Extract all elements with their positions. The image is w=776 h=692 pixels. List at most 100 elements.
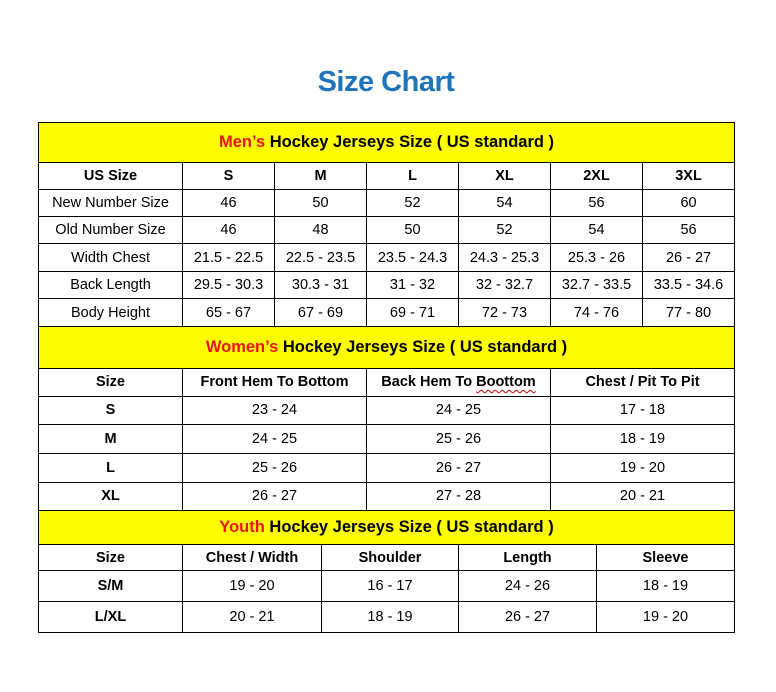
- table-row: S/M 19 - 20 16 - 17 24 - 26 18 - 19: [38, 570, 736, 602]
- column-header: Size: [38, 368, 183, 397]
- row-label: New Number Size: [38, 189, 183, 217]
- table-cell: 29.5 - 30.3: [182, 271, 275, 299]
- table-row: XL 26 - 27 27 - 28 20 - 21: [38, 482, 736, 511]
- table-cell: 24 - 26: [458, 570, 597, 602]
- column-header: Back Hem To Boottom: [366, 368, 551, 397]
- table-cell: 30.3 - 31: [274, 271, 367, 299]
- row-label: Old Number Size: [38, 216, 183, 244]
- section-heading: Hockey Jerseys Size ( US standard ): [278, 337, 568, 356]
- column-header: Chest / Pit To Pit: [549, 368, 736, 397]
- youth-section-header: Youth Hockey Jerseys Size ( US standard …: [37, 510, 736, 545]
- table-cell: 18 - 19: [595, 570, 736, 602]
- table-cell: 23 - 24: [182, 396, 367, 425]
- table-cell: 56: [641, 216, 736, 244]
- table-cell: 60: [641, 189, 736, 217]
- table-row: Back Length 29.5 - 30.3 30.3 - 31 31 - 32 32…: [38, 271, 736, 299]
- table-cell: 18 - 19: [321, 601, 459, 633]
- table-cell: 32 - 32.7: [458, 271, 551, 299]
- table-cell: 26 - 27: [366, 453, 551, 483]
- table-row: Old Number Size 46 48 50 52 54 56: [38, 216, 736, 244]
- table-cell: 25 - 26: [366, 424, 551, 454]
- table-cell: 25.3 - 26: [550, 243, 643, 272]
- row-label: M: [38, 424, 183, 454]
- column-header: Chest / Width: [182, 544, 322, 571]
- column-header: XL: [458, 162, 551, 190]
- column-header: S: [182, 162, 275, 190]
- table-cell: 19 - 20: [549, 453, 736, 483]
- row-label: L/XL: [38, 601, 183, 633]
- table-row: Width Chest 21.5 - 22.5 22.5 - 23.5 23.5 - …: [38, 243, 736, 272]
- page-title: Size Chart: [317, 66, 455, 98]
- column-header: Length: [458, 544, 597, 571]
- table-cell: 21.5 - 22.5: [182, 243, 275, 272]
- row-label: S: [38, 396, 183, 425]
- row-label: Width Chest: [38, 243, 183, 272]
- spellcheck-underline: Boottom: [476, 374, 536, 390]
- women-size-table: Women’s Hockey Jerseys Size ( US standar…: [37, 327, 736, 511]
- column-header-row: Size Chest / Width Shoulder Length Sleeve: [38, 544, 736, 571]
- table-cell: 27 - 28: [366, 482, 551, 511]
- size-chart: Men’s Hockey Jerseys Size ( US standard …: [37, 122, 736, 633]
- column-header-row: US Size S M L XL 2XL 3XL: [38, 162, 736, 190]
- table-cell: 65 - 67: [182, 298, 275, 327]
- table-row: M 24 - 25 25 - 26 18 - 19: [38, 424, 736, 454]
- table-row: L/XL 20 - 21 18 - 19 26 - 27 19 - 20: [38, 601, 736, 633]
- table-cell: 20 - 21: [182, 601, 322, 633]
- section-highlight: Women’s: [205, 337, 279, 356]
- row-label: XL: [38, 482, 183, 511]
- table-cell: 33.5 - 34.6: [641, 271, 736, 299]
- table-row: Body Height 65 - 67 67 - 69 69 - 71 72 - 73 7…: [38, 298, 736, 327]
- table-cell: 46: [182, 216, 275, 244]
- table-cell: 19 - 20: [595, 601, 736, 633]
- table-cell: 22.5 - 23.5: [274, 243, 367, 272]
- table-cell: 23.5 - 24.3: [366, 243, 459, 272]
- table-cell: 25 - 26: [182, 453, 367, 483]
- men-size-table: Men’s Hockey Jerseys Size ( US standard …: [37, 122, 736, 327]
- table-cell: 24 - 25: [182, 424, 367, 454]
- row-label: Body Height: [38, 298, 183, 327]
- table-cell: 26 - 27: [641, 243, 736, 272]
- table-cell: 16 - 17: [321, 570, 459, 602]
- column-header: Front Hem To Bottom: [182, 368, 367, 397]
- table-cell: 52: [366, 189, 459, 217]
- table-cell: 26 - 27: [458, 601, 597, 633]
- column-header: US Size: [38, 162, 183, 190]
- column-header: 2XL: [550, 162, 643, 190]
- table-cell: 31 - 32: [366, 271, 459, 299]
- column-header: 3XL: [641, 162, 736, 190]
- table-cell: 72 - 73: [458, 298, 551, 327]
- table-cell: 19 - 20: [182, 570, 322, 602]
- column-header: L: [366, 162, 459, 190]
- table-cell: 77 - 80: [641, 298, 736, 327]
- table-cell: 24.3 - 25.3: [458, 243, 551, 272]
- column-header-part: Back Hem To: [381, 374, 477, 390]
- column-header: Sleeve: [595, 544, 736, 571]
- section-heading: Hockey Jerseys Size ( US standard ): [265, 133, 555, 151]
- table-row: New Number Size 46 50 52 54 56 60: [38, 189, 736, 217]
- youth-size-table: Youth Hockey Jerseys Size ( US standard …: [37, 510, 736, 633]
- row-label: S/M: [38, 570, 183, 602]
- table-cell: 54: [550, 216, 643, 244]
- table-cell: 54: [458, 189, 551, 217]
- table-row: L 25 - 26 26 - 27 19 - 20: [38, 453, 736, 483]
- table-cell: 20 - 21: [549, 482, 736, 511]
- table-row: S 23 - 24 24 - 25 17 - 18: [38, 396, 736, 425]
- table-cell: 17 - 18: [549, 396, 736, 425]
- table-cell: 46: [182, 189, 275, 217]
- table-cell: 50: [274, 189, 367, 217]
- table-cell: 32.7 - 33.5: [550, 271, 643, 299]
- column-header-row: Size Front Hem To Bottom Back Hem To Boott…: [38, 368, 736, 397]
- section-highlight: Men’s: [219, 133, 266, 151]
- section-highlight: Youth: [219, 517, 265, 536]
- women-section-header: Women’s Hockey Jerseys Size ( US standar…: [37, 327, 736, 369]
- column-header: Shoulder: [321, 544, 459, 571]
- row-label: L: [38, 453, 183, 483]
- table-cell: 52: [458, 216, 551, 244]
- table-cell: 24 - 25: [366, 396, 551, 425]
- table-cell: 67 - 69: [274, 298, 367, 327]
- table-cell: 18 - 19: [549, 424, 736, 454]
- table-cell: 56: [550, 189, 643, 217]
- column-header: M: [274, 162, 367, 190]
- table-cell: 74 - 76: [550, 298, 643, 327]
- men-section-header: Men’s Hockey Jerseys Size ( US standard …: [37, 122, 736, 163]
